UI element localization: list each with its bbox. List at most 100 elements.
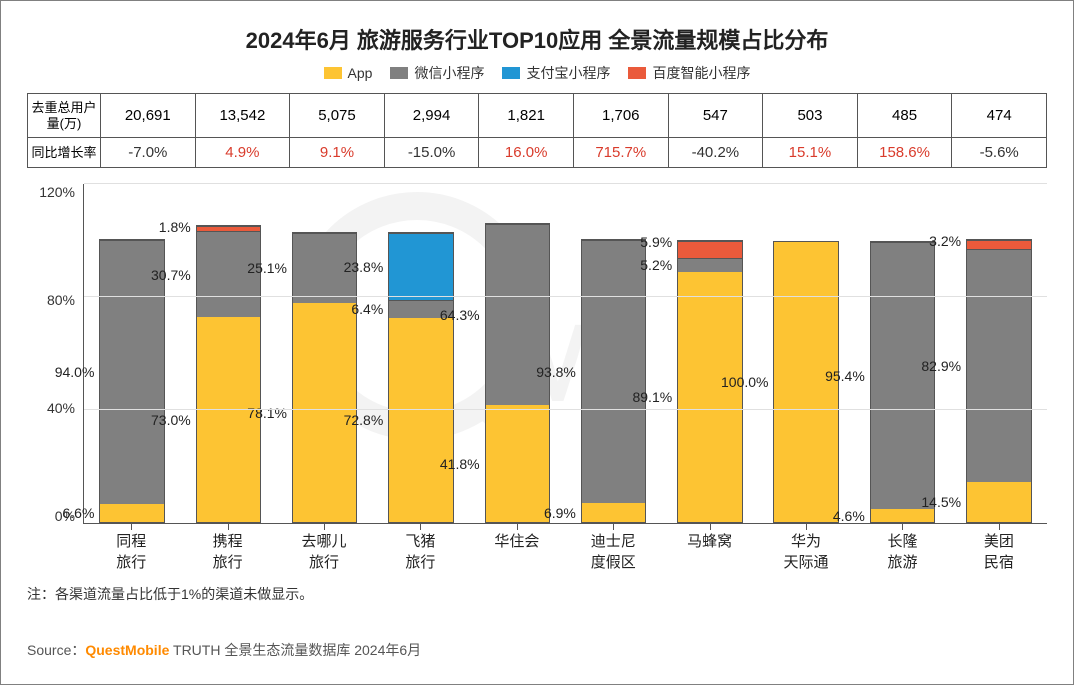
growth-cell: -5.6% xyxy=(952,138,1047,168)
segment-label: 72.8% xyxy=(344,413,384,427)
table-row-users: 去重总用户量(万) 20,69113,5425,0752,9941,8211,7… xyxy=(28,94,1047,138)
footnote: 注：各渠道流量占比低于1%的渠道未做显示。 xyxy=(27,584,1047,604)
bar-segment-app: 14.5% xyxy=(967,482,1030,523)
bar-segment-wechat: 82.9% xyxy=(967,249,1030,482)
x-tick-label: 华为天际通 xyxy=(758,530,854,572)
bar-segment-app: 89.1% xyxy=(678,272,741,522)
x-tick-label: 美团民宿 xyxy=(951,530,1047,572)
segment-label: 14.5% xyxy=(921,495,961,509)
segment-label: 1.8% xyxy=(159,220,191,234)
chart-title: 2024年6月 旅游服务行业TOP10应用 全景流量规模占比分布 xyxy=(27,23,1047,55)
plot-area: 6.6%94.0%73.0%30.7%1.8%78.1%25.1%72.8%6.… xyxy=(83,184,1047,524)
source-line: Source：QuestMobile TRUTH 全景生态流量数据库 2024年… xyxy=(27,640,1047,660)
legend: App 微信小程序 支付宝小程序 百度智能小程序 xyxy=(27,63,1047,83)
gridline xyxy=(84,409,1047,410)
legend-swatch xyxy=(628,67,646,79)
bar-slot: 14.5%82.9%3.2% xyxy=(951,184,1047,523)
users-cell: 20,691 xyxy=(101,94,196,138)
segment-label: 78.1% xyxy=(247,406,287,420)
legend-label: 微信小程序 xyxy=(414,63,484,83)
users-cell: 5,075 xyxy=(290,94,385,138)
x-tick-label: 飞猪旅行 xyxy=(372,530,468,572)
segment-label: 30.7% xyxy=(151,268,191,282)
legend-label: 百度智能小程序 xyxy=(652,63,750,83)
legend-label: App xyxy=(348,65,373,81)
users-cell: 1,706 xyxy=(573,94,668,138)
stacked-bar: 6.9%93.8% xyxy=(581,239,646,523)
x-tick-label: 华住会 xyxy=(469,530,565,572)
users-cell: 503 xyxy=(763,94,858,138)
bar-slot: 73.0%30.7%1.8% xyxy=(180,184,276,523)
growth-cell: 4.9% xyxy=(195,138,290,168)
growth-cell: -7.0% xyxy=(101,138,196,168)
bar-segment-wechat: 93.8% xyxy=(582,240,645,503)
gridline xyxy=(84,183,1047,184)
bar-slot: 89.1%5.2%5.9% xyxy=(662,184,758,523)
y-axis: 120%80%40%0% xyxy=(27,184,83,524)
bar-slot: 72.8%6.4%23.8% xyxy=(373,184,469,523)
legend-swatch xyxy=(324,67,342,79)
source-suffix: TRUTH 全景生态流量数据库 2024年6月 xyxy=(169,642,421,658)
legend-item: 百度智能小程序 xyxy=(628,63,750,83)
bar-segment-baidu: 3.2% xyxy=(967,240,1030,249)
legend-item: 支付宝小程序 xyxy=(502,63,610,83)
x-tick-label: 马蜂窝 xyxy=(661,530,757,572)
segment-label: 41.8% xyxy=(440,457,480,471)
segment-label: 93.8% xyxy=(536,365,576,379)
segment-label: 100.0% xyxy=(721,375,768,389)
growth-cell: -40.2% xyxy=(668,138,763,168)
segment-label: 5.2% xyxy=(640,258,672,272)
growth-cell: 9.1% xyxy=(290,138,385,168)
growth-cell: 158.6% xyxy=(857,138,952,168)
legend-swatch xyxy=(502,67,520,79)
y-tick-label: 120% xyxy=(39,184,75,200)
segment-label: 6.4% xyxy=(351,302,383,316)
users-cell: 13,542 xyxy=(195,94,290,138)
row-header-growth: 同比增长率 xyxy=(28,138,101,168)
segment-label: 25.1% xyxy=(247,261,287,275)
x-tick-label: 携程旅行 xyxy=(179,530,275,572)
summary-table: 去重总用户量(万) 20,69113,5425,0752,9941,8211,7… xyxy=(27,93,1047,168)
legend-item: 微信小程序 xyxy=(390,63,484,83)
y-tick-label: 40% xyxy=(47,400,75,416)
growth-cell: -15.0% xyxy=(384,138,479,168)
users-cell: 1,821 xyxy=(479,94,574,138)
stacked-bar: 4.6%95.4% xyxy=(870,241,935,524)
stacked-bar: 72.8%6.4%23.8% xyxy=(388,232,453,523)
segment-label: 94.0% xyxy=(55,365,95,379)
users-cell: 2,994 xyxy=(384,94,479,138)
users-cell: 485 xyxy=(857,94,952,138)
x-tick-label: 同程旅行 xyxy=(83,530,179,572)
gridline xyxy=(84,296,1047,297)
bar-segment-baidu: 5.9% xyxy=(678,241,741,258)
table-row-growth: 同比增长率 -7.0%4.9%9.1%-15.0%16.0%715.7%-40.… xyxy=(28,138,1047,168)
bar-segment-wechat: 5.2% xyxy=(678,258,741,273)
segment-label: 73.0% xyxy=(151,413,191,427)
growth-cell: 16.0% xyxy=(479,138,574,168)
x-tick-label: 迪士尼度假区 xyxy=(565,530,661,572)
bar-segment-app: 4.6% xyxy=(871,509,934,522)
segment-label: 64.3% xyxy=(440,308,480,322)
bar-segment-app: 6.6% xyxy=(100,504,163,523)
y-tick-label: 80% xyxy=(47,292,75,308)
stacked-bar: 14.5%82.9%3.2% xyxy=(966,239,1031,523)
segment-label: 23.8% xyxy=(344,260,384,274)
growth-cell: 15.1% xyxy=(763,138,858,168)
bar-segment-alipay: 23.8% xyxy=(389,233,452,300)
stacked-bar: 78.1%25.1% xyxy=(292,232,357,524)
segment-label: 6.9% xyxy=(544,506,576,520)
x-tick-label: 长隆旅游 xyxy=(854,530,950,572)
bars-container: 6.6%94.0%73.0%30.7%1.8%78.1%25.1%72.8%6.… xyxy=(84,184,1047,523)
segment-label: 89.1% xyxy=(632,390,672,404)
x-axis-labels: 同程旅行携程旅行去哪儿旅行飞猪旅行华住会迪士尼度假区马蜂窝华为天际通长隆旅游美团… xyxy=(83,530,1047,572)
legend-label: 支付宝小程序 xyxy=(526,63,610,83)
bar-slot: 78.1%25.1% xyxy=(277,184,373,523)
segment-label: 4.6% xyxy=(833,509,865,523)
growth-cell: 715.7% xyxy=(573,138,668,168)
bar-segment-wechat: 95.4% xyxy=(871,242,934,510)
segment-label: 95.4% xyxy=(825,369,865,383)
segment-label: 82.9% xyxy=(921,359,961,373)
bar-segment-app: 41.8% xyxy=(486,405,549,522)
bar-segment-app: 72.8% xyxy=(389,318,452,522)
bar-segment-baidu: 1.8% xyxy=(197,226,260,231)
